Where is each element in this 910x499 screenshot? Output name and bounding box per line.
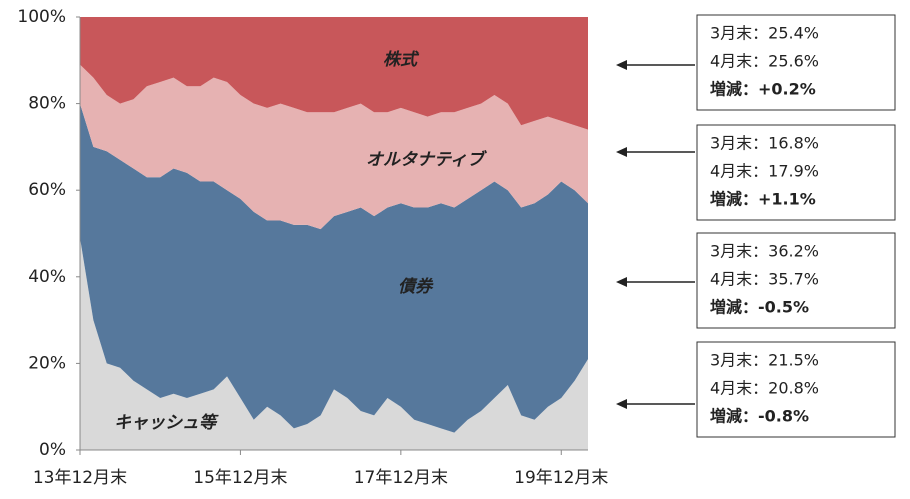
annotation-text: 3月末：36.2% [710,242,819,261]
x-tick-label: 17年12月末 [354,468,448,488]
arrow-head [616,147,627,157]
annotation-text: 4月末：35.7% [710,270,819,289]
y-tick-label: 0% [39,440,66,460]
y-tick-label: 20% [28,353,66,373]
series-label: 債券 [398,277,434,297]
annotation-text: 3月末：25.4% [710,24,819,43]
y-tick-label: 40% [28,267,66,287]
annotation-box [696,341,896,438]
x-tick-label: 13年12月末 [33,468,127,488]
annotation-text: 増減：+1.1% [710,190,816,209]
arrow-head [616,399,627,409]
series-label: キャッシュ等 [114,413,219,433]
area [80,17,588,130]
annotation-text: 4月末：25.6% [710,52,819,71]
y-tick-label: 100% [17,7,66,27]
annotation-text: 3月末：21.5% [710,351,819,370]
area [80,64,588,230]
x-tick-label: 19年12月末 [514,468,608,488]
annotation-box [696,124,896,221]
annotation-text: 4月末：20.8% [710,379,819,398]
arrow-head [616,60,627,70]
annotation-text: 増減：-0.5% [710,298,809,317]
area [80,237,588,450]
annotation-box [696,232,896,329]
arrow-head [616,277,627,287]
annotation-text: 増減：-0.8% [710,407,809,426]
y-tick-label: 60% [28,180,66,200]
annotation-text: 4月末：17.9% [710,162,819,181]
annotation-text: 3月末：16.8% [710,134,819,153]
annotation-text: 増減：+0.2% [710,80,816,99]
series-label: 株式 [383,50,420,70]
area [80,103,588,433]
x-tick-label: 15年12月末 [193,468,287,488]
y-tick-label: 80% [28,94,66,114]
annotation-box [696,14,896,111]
series-label: オルタナティブ [366,150,487,170]
